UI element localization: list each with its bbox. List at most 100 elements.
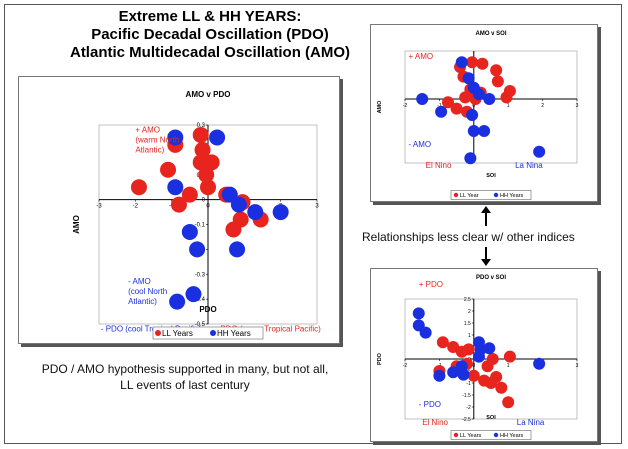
legend-label: LL Years [460, 433, 481, 439]
hh-point [462, 72, 475, 85]
hh-point [229, 241, 246, 258]
hh-point [419, 326, 432, 339]
x-tick-label: 2 [541, 103, 544, 109]
legend-box [152, 326, 264, 340]
legend-marker [210, 330, 216, 336]
hh-point [247, 204, 264, 221]
legend-label: HH Years [500, 193, 523, 199]
ll-point [476, 57, 489, 70]
y-axis-label: PDO [377, 352, 383, 365]
hh-point [472, 350, 485, 363]
legend-label: LL Year [460, 193, 479, 199]
ll-point [198, 166, 215, 183]
amo-v-pdo-panel: AMO v PDO-3-2-101230.30.20.10-0.1-0.2-0.… [18, 76, 340, 344]
legend-label: HH Years [217, 329, 251, 338]
x-tick-label: 0 [472, 363, 475, 369]
ll-point [181, 186, 198, 203]
x-tick-label: -2 [403, 363, 408, 369]
title-line-2: Pacific Decadal Oscillation (PDO) [91, 26, 329, 43]
y-tick-label: 1 [468, 333, 471, 339]
bottom-note: PDO / AMO hypothesis supported in many, … [41, 362, 329, 392]
ll-point [192, 126, 209, 143]
x-tick-label: 3 [315, 204, 319, 210]
x-axis-label: PDO [199, 305, 216, 314]
annotation-text: - AMO [408, 140, 431, 149]
ll-point [170, 196, 187, 213]
annotation-text: + AMO [408, 52, 433, 61]
slide-title: Extreme LL & HH YEARS: Pacific Decadal O… [30, 8, 390, 62]
hh-point [533, 145, 546, 158]
title-line-1: Extreme LL & HH YEARS: [118, 8, 302, 25]
annotation-text: + PDO [419, 280, 443, 289]
legend-label: LL Years [162, 329, 193, 338]
annotation-line: - AMO [408, 140, 431, 149]
y-tick-label: 0 [202, 198, 206, 204]
hh-point [167, 129, 184, 146]
chart-title: AMO v PDO [186, 90, 231, 99]
hh-point [478, 125, 491, 137]
ll-point [500, 91, 513, 104]
y-tick-label: -0.1 [195, 223, 206, 229]
annotation-line: Atlantic) [135, 145, 164, 154]
legend-marker [453, 432, 459, 438]
ll-point [491, 75, 504, 88]
annotation-text: + PDO (warm Tropical Pacific) [213, 324, 321, 333]
hh-point [483, 342, 496, 355]
hh-point [455, 360, 468, 373]
x-tick-label: -1 [437, 103, 442, 109]
ll-point [225, 221, 242, 238]
annotation-line: (cool North [128, 287, 167, 296]
annotation-line: La Nina [515, 161, 543, 170]
x-tick-label: -2 [403, 103, 408, 109]
annotation-text: La Nina [515, 161, 543, 170]
hh-point [433, 369, 446, 382]
ll-point [442, 96, 454, 109]
ll-point [466, 56, 479, 69]
hh-point [169, 293, 186, 310]
chart-title: PDO v SOI [476, 275, 506, 281]
annotation-line: - AMO [128, 277, 151, 286]
plot-area [404, 50, 578, 164]
ll-point [459, 91, 472, 104]
amo-v-soi-panel: AMO v SOI -2 -1 0 1 2 3 SOI AMO + AMO - AMO El Nino… [370, 24, 598, 202]
annotation-line: + AMO [135, 125, 160, 134]
y-tick-label: 1.5 [464, 321, 471, 327]
legend-marker [493, 192, 499, 198]
annotation-line: Atlantic) [128, 297, 157, 306]
y-tick-label: -0.3 [195, 272, 206, 278]
ll-point [467, 369, 480, 382]
hh-point [185, 286, 202, 303]
x-axis-label: SOI [486, 173, 496, 179]
ll-point [200, 179, 216, 196]
legend-marker [155, 330, 161, 336]
hh-point [472, 88, 485, 101]
amo-v-soi-chart: AMO v SOI -2 -1 0 1 2 3 SOI AMO + AMO - AMO El Nino… [377, 31, 579, 200]
x-tick-label: -3 [96, 204, 102, 210]
pdo-v-soi-chart: PDO v SOI-2-101232.521.510.50-0.5-1-1.5-… [377, 275, 579, 440]
ll-point [160, 161, 177, 178]
ll-point [490, 64, 503, 77]
ll-point [194, 141, 211, 158]
hh-point [189, 241, 206, 258]
hh-point [209, 129, 226, 146]
hh-point [447, 366, 460, 379]
legend-label: HH Years [500, 433, 523, 439]
y-tick-label: 2 [468, 309, 471, 315]
ll-point [462, 343, 475, 356]
annotation-text: La Nina [517, 418, 545, 427]
ll-point [203, 154, 220, 171]
annotation-line: (warm North [135, 135, 179, 144]
x-tick-label: -2 [133, 204, 139, 210]
legend-marker [493, 432, 499, 438]
hh-point [464, 152, 477, 165]
ll-point [485, 377, 497, 389]
pdo-v-soi-panel: PDO v SOI-2-101232.521.510.50-0.5-1-1.5-… [370, 268, 598, 442]
hh-point [272, 204, 289, 221]
x-tick-label: 0 [206, 204, 210, 210]
y-tick-label: 2.5 [464, 297, 471, 303]
y-tick-label: -0.5 [195, 322, 206, 328]
y-tick-label: -0.4 [195, 297, 206, 303]
annotation-line: + PDO (warm Tropical Pacific) [213, 324, 321, 333]
hh-point [467, 125, 480, 137]
ll-point [486, 353, 499, 365]
